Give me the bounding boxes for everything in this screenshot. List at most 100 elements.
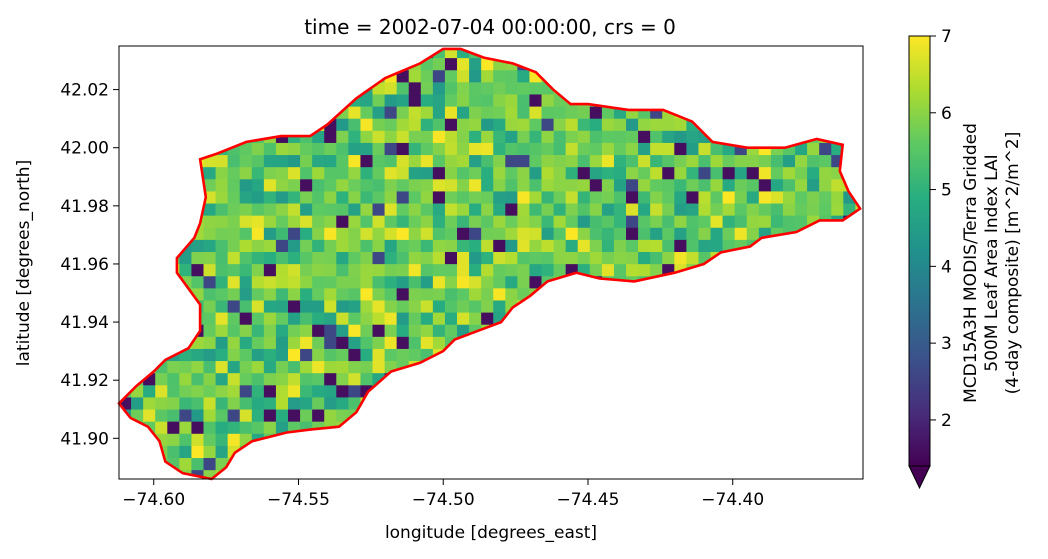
heatmap-cell xyxy=(565,324,579,338)
heatmap-cell xyxy=(758,445,772,459)
heatmap-cell xyxy=(360,288,373,301)
heatmap-cell xyxy=(674,409,687,423)
heatmap-cell xyxy=(855,312,861,326)
heatmap-cell xyxy=(263,409,277,423)
heatmap-cell xyxy=(408,130,422,144)
heatmap-cell xyxy=(734,276,748,289)
heatmap-cell xyxy=(203,433,216,447)
heatmap-cell xyxy=(372,361,385,374)
heatmap-cell xyxy=(348,361,361,374)
heatmap-cell xyxy=(408,458,422,471)
heatmap-cell xyxy=(843,312,856,326)
heatmap-cell xyxy=(191,264,204,277)
heatmap-cell xyxy=(493,445,506,459)
heatmap-cell xyxy=(191,58,204,71)
heatmap-cell xyxy=(626,324,639,338)
heatmap-cell xyxy=(553,48,567,59)
heatmap-cell xyxy=(807,48,820,59)
heatmap-cell xyxy=(288,252,301,265)
heatmap-cell xyxy=(179,264,192,277)
heatmap-cell xyxy=(457,397,470,410)
heatmap-cell xyxy=(469,336,482,350)
heatmap-cell xyxy=(167,397,180,410)
heatmap-cell xyxy=(469,300,482,313)
heatmap-cell xyxy=(686,445,699,459)
heatmap-cell xyxy=(300,397,313,410)
heatmap-cell xyxy=(819,118,832,132)
heatmap-cell xyxy=(457,227,470,241)
heatmap-cell xyxy=(432,82,446,95)
heatmap-cell xyxy=(119,58,132,71)
heatmap-cell xyxy=(541,324,554,338)
heatmap-cell xyxy=(626,118,639,132)
heatmap-cell xyxy=(722,155,736,168)
heatmap-cell xyxy=(481,118,494,132)
heatmap-cell xyxy=(131,155,144,168)
heatmap-cell xyxy=(710,58,723,71)
heatmap-cell xyxy=(843,167,856,180)
heatmap-cell xyxy=(674,397,687,410)
heatmap-cell xyxy=(155,312,168,326)
heatmap-cell xyxy=(517,276,530,289)
heatmap-cell xyxy=(831,373,844,386)
heatmap-cell xyxy=(432,421,446,435)
heatmap-cell xyxy=(674,312,687,326)
heatmap-cell xyxy=(396,336,410,350)
heatmap-cell xyxy=(722,397,736,410)
heatmap-cell xyxy=(758,433,772,447)
heatmap-cell xyxy=(396,458,410,471)
heatmap-cell xyxy=(589,227,603,241)
heatmap-cell xyxy=(143,227,156,241)
heatmap-cell xyxy=(336,288,349,301)
chart-title: time = 2002-07-04 00:00:00, crs = 0 xyxy=(304,15,676,39)
heatmap-cell xyxy=(831,118,844,132)
heatmap-cell xyxy=(203,336,216,350)
heatmap-cell xyxy=(227,227,241,241)
heatmap-cell xyxy=(239,324,253,338)
heatmap-cell xyxy=(795,239,808,253)
heatmap-cell xyxy=(275,421,289,435)
heatmap-cell xyxy=(843,106,856,120)
heatmap-cell xyxy=(203,203,216,217)
heatmap-cell xyxy=(469,227,482,241)
heatmap-cell xyxy=(191,191,204,204)
heatmap-cell xyxy=(613,82,627,95)
heatmap-cell xyxy=(722,252,736,265)
heatmap-cell xyxy=(843,336,856,350)
heatmap-cell xyxy=(263,397,277,410)
heatmap-cell xyxy=(529,264,542,277)
heatmap-cell xyxy=(565,167,579,180)
heatmap-cell xyxy=(143,288,156,301)
heatmap-cell xyxy=(131,48,144,59)
heatmap-cell xyxy=(601,48,615,59)
heatmap-cell xyxy=(807,300,820,313)
heatmap-cell xyxy=(251,373,265,386)
heatmap-cell xyxy=(179,58,192,71)
heatmap-cell xyxy=(553,130,567,144)
heatmap-cell xyxy=(613,409,627,423)
heatmap-cell xyxy=(710,155,723,168)
heatmap-cell xyxy=(831,191,844,204)
heatmap-cell xyxy=(662,94,675,107)
heatmap-cell xyxy=(855,433,861,447)
heatmap-cell xyxy=(758,215,772,229)
heatmap-cell xyxy=(336,385,349,398)
heatmap-cell xyxy=(758,373,772,386)
heatmap-cell xyxy=(420,336,434,350)
heatmap-cell xyxy=(807,252,820,265)
heatmap-cell xyxy=(167,409,180,423)
heatmap-cell xyxy=(457,167,470,180)
heatmap-cell xyxy=(517,458,530,471)
heatmap-cell xyxy=(215,300,229,313)
heatmap-cell xyxy=(662,167,675,180)
heatmap-cell xyxy=(263,155,277,168)
heatmap-cell xyxy=(493,118,506,132)
heatmap-cell xyxy=(722,82,736,95)
heatmap-cell xyxy=(227,118,241,132)
heatmap-cell xyxy=(505,191,518,204)
y-tick-label: 42.02 xyxy=(60,81,109,101)
heatmap-cell xyxy=(758,239,772,253)
heatmap-cell xyxy=(119,142,132,156)
heatmap-cell xyxy=(263,361,277,374)
heatmap-cell xyxy=(481,58,494,71)
